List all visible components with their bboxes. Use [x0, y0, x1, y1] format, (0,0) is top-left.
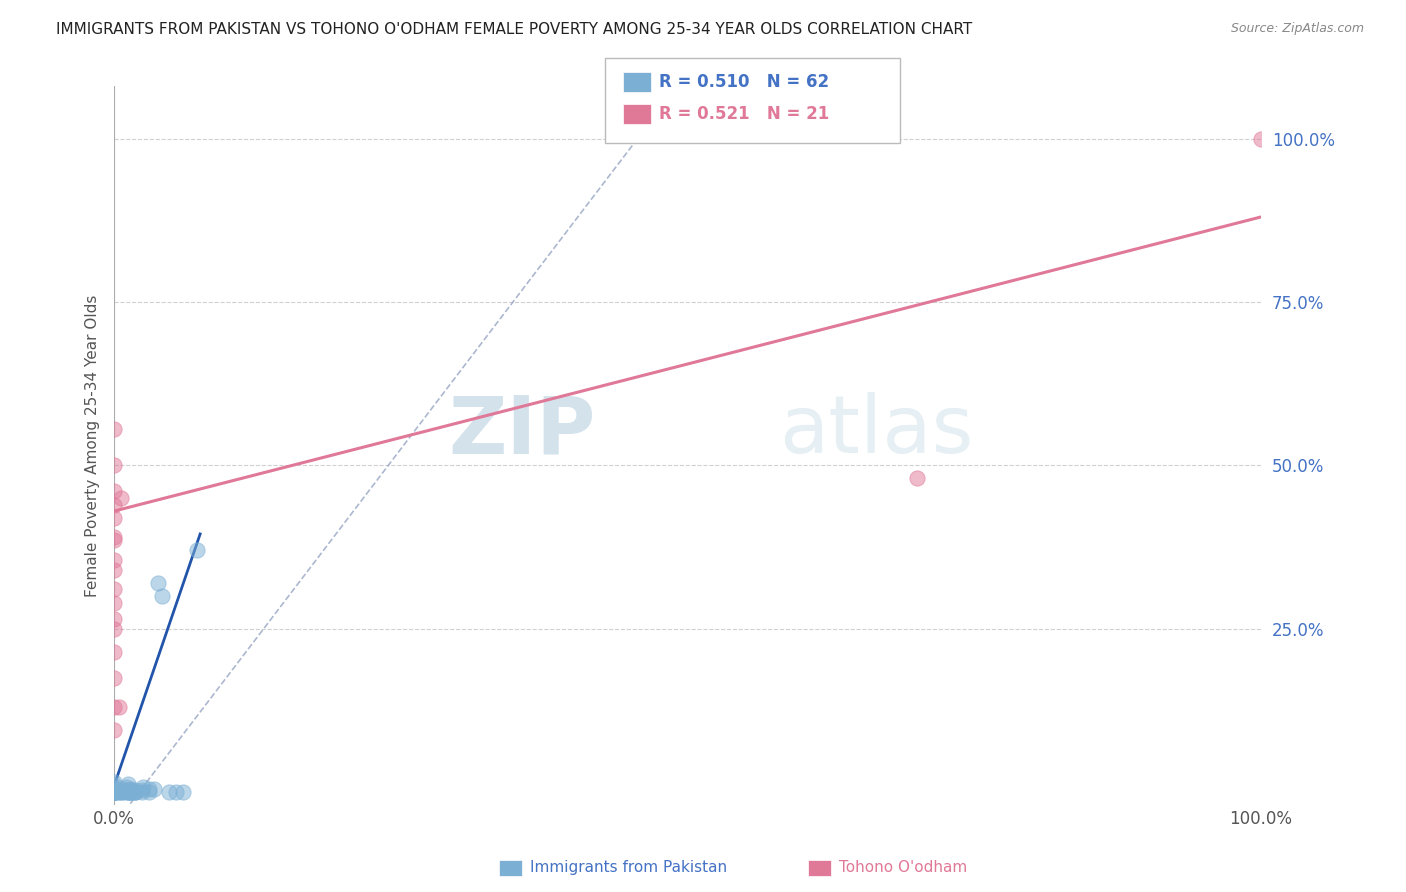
- Point: [103, 780, 125, 795]
- Point: [103, 779, 125, 793]
- Point: [103, 781, 125, 796]
- Point: [103, 785, 125, 799]
- Text: Tohono O'odham: Tohono O'odham: [839, 861, 967, 875]
- Point: [117, 785, 139, 799]
- Point: [103, 510, 125, 524]
- Point: [172, 785, 194, 799]
- Point: [157, 785, 180, 799]
- Point: [124, 783, 146, 797]
- Point: [118, 783, 141, 797]
- Point: [124, 785, 146, 799]
- Point: [103, 484, 125, 499]
- Point: [120, 781, 142, 796]
- Point: [110, 785, 132, 799]
- Point: [143, 781, 166, 796]
- Point: [1250, 131, 1272, 145]
- Point: [103, 530, 125, 544]
- Point: [103, 785, 125, 799]
- Point: [120, 785, 142, 799]
- Point: [103, 785, 125, 799]
- Point: [103, 785, 125, 799]
- Point: [118, 785, 141, 799]
- Point: [138, 785, 160, 799]
- Point: [103, 785, 125, 799]
- Text: Source: ZipAtlas.com: Source: ZipAtlas.com: [1230, 22, 1364, 36]
- Point: [107, 700, 129, 714]
- Point: [103, 785, 125, 799]
- Point: [165, 785, 187, 799]
- Point: [138, 781, 160, 796]
- Text: atlas: atlas: [779, 392, 973, 470]
- Point: [103, 785, 125, 799]
- Point: [103, 785, 125, 799]
- Point: [103, 498, 125, 512]
- Point: [103, 785, 125, 799]
- Point: [114, 780, 136, 795]
- Point: [103, 723, 125, 737]
- Point: [103, 781, 125, 796]
- Point: [186, 543, 208, 558]
- Point: [103, 533, 125, 548]
- Point: [124, 785, 146, 799]
- Point: [103, 785, 125, 799]
- Point: [120, 785, 142, 799]
- Point: [131, 783, 153, 797]
- Point: [124, 785, 146, 799]
- Point: [110, 491, 132, 505]
- Text: Immigrants from Pakistan: Immigrants from Pakistan: [530, 861, 727, 875]
- Point: [905, 471, 928, 485]
- Point: [118, 785, 141, 799]
- Text: ZIP: ZIP: [449, 392, 596, 470]
- Point: [103, 671, 125, 685]
- Point: [103, 785, 125, 799]
- Point: [103, 612, 125, 626]
- Point: [103, 785, 125, 799]
- Point: [103, 785, 125, 799]
- Point: [103, 422, 125, 436]
- Point: [103, 595, 125, 609]
- Point: [103, 700, 125, 714]
- Point: [103, 785, 125, 799]
- Point: [103, 563, 125, 577]
- Text: R = 0.521   N = 21: R = 0.521 N = 21: [659, 105, 830, 123]
- Point: [103, 582, 125, 597]
- Text: R = 0.510   N = 62: R = 0.510 N = 62: [659, 73, 830, 91]
- Point: [103, 785, 125, 799]
- Point: [103, 622, 125, 636]
- Point: [103, 644, 125, 658]
- Point: [103, 775, 125, 789]
- Point: [103, 785, 125, 799]
- Point: [103, 785, 125, 799]
- Point: [131, 785, 153, 799]
- Point: [103, 553, 125, 567]
- Point: [107, 785, 129, 799]
- Point: [103, 785, 125, 799]
- Point: [132, 780, 155, 795]
- Point: [111, 783, 134, 797]
- Point: [107, 785, 129, 799]
- Point: [112, 781, 135, 796]
- Point: [150, 589, 173, 603]
- Point: [103, 785, 125, 799]
- Point: [103, 785, 125, 799]
- Point: [103, 785, 125, 799]
- Point: [103, 785, 125, 799]
- Text: IMMIGRANTS FROM PAKISTAN VS TOHONO O'ODHAM FEMALE POVERTY AMONG 25-34 YEAR OLDS : IMMIGRANTS FROM PAKISTAN VS TOHONO O'ODH…: [56, 22, 973, 37]
- Y-axis label: Female Poverty Among 25-34 Year Olds: Female Poverty Among 25-34 Year Olds: [86, 294, 100, 597]
- Point: [103, 785, 125, 799]
- Point: [146, 576, 169, 591]
- Point: [118, 785, 141, 799]
- Point: [117, 776, 139, 790]
- Point: [103, 458, 125, 473]
- Point: [111, 785, 134, 799]
- Point: [103, 783, 125, 797]
- Point: [114, 785, 136, 799]
